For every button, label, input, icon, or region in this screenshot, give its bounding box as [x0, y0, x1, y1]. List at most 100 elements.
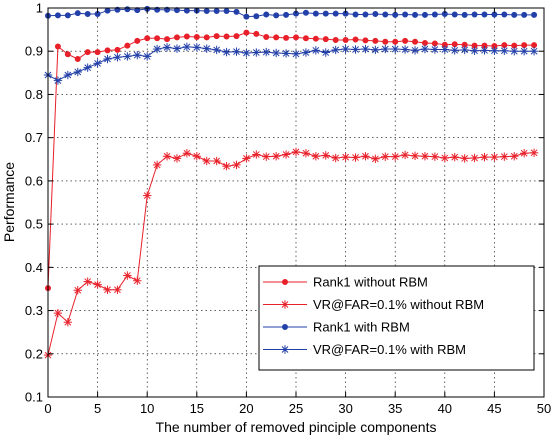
x-tick-label: 35: [388, 401, 402, 416]
data-point: [263, 33, 270, 40]
data-point: [510, 47, 519, 56]
data-point: [461, 11, 468, 18]
data-point: [143, 191, 152, 200]
data-point: [361, 152, 370, 161]
plot-series: [43, 5, 539, 360]
data-point: [73, 286, 82, 295]
data-point: [321, 151, 330, 160]
data-point: [53, 76, 63, 85]
y-tick-label: 0.9: [25, 44, 43, 59]
data-point: [342, 36, 349, 43]
y-tick-label: 0.7: [25, 130, 43, 145]
data-point: [273, 34, 280, 41]
series-4: [43, 42, 539, 85]
series-line: [47, 32, 535, 289]
data-point: [271, 48, 281, 58]
data-point: [114, 46, 121, 53]
series-2: [43, 147, 539, 360]
y-tick-label: 1: [36, 1, 43, 16]
data-point: [242, 48, 251, 58]
data-point: [154, 35, 161, 42]
series-line: [47, 8, 535, 18]
data-point: [103, 54, 112, 64]
data-point: [341, 44, 350, 54]
data-point: [252, 48, 261, 57]
data-point: [470, 153, 479, 163]
data-point: [133, 276, 142, 285]
data-point: [172, 154, 182, 163]
data-point: [93, 280, 102, 289]
data-point: [332, 10, 339, 17]
data-point: [352, 36, 359, 43]
x-tick-label: 10: [140, 401, 154, 416]
data-point: [529, 148, 539, 157]
data-point: [242, 154, 251, 163]
data-point: [172, 44, 182, 53]
legend-marker: [281, 278, 288, 285]
legend-item: VR@FAR=0.1% with RBM: [263, 342, 466, 357]
data-point: [281, 49, 291, 58]
data-point: [103, 285, 112, 295]
data-point: [362, 11, 369, 18]
data-point: [392, 11, 399, 18]
data-point: [361, 44, 370, 54]
data-point: [83, 277, 92, 286]
data-point: [123, 52, 132, 61]
x-tick-label: 20: [239, 401, 253, 416]
data-point: [440, 153, 449, 163]
data-point: [193, 33, 200, 40]
data-point: [243, 29, 250, 36]
data-point: [93, 59, 102, 68]
data-point: [253, 13, 260, 20]
data-point: [480, 46, 489, 55]
data-point: [311, 152, 321, 161]
data-point: [381, 44, 390, 54]
y-tick-label: 0.2: [25, 346, 43, 361]
data-point: [212, 156, 221, 166]
data-point: [470, 46, 479, 55]
data-point: [312, 35, 319, 42]
data-point: [64, 12, 71, 19]
data-point: [74, 10, 81, 17]
legend-marker: [280, 300, 290, 309]
legend-marker: [281, 323, 288, 330]
data-point: [529, 47, 539, 56]
data-point: [362, 37, 369, 44]
x-axis-title: The number of removed pinciple component…: [156, 419, 437, 435]
data-point: [500, 46, 509, 55]
data-point: [322, 10, 329, 17]
data-point: [531, 42, 538, 49]
data-point: [192, 43, 201, 52]
data-point: [263, 11, 270, 18]
data-point: [104, 7, 111, 14]
data-point: [252, 150, 261, 159]
data-point: [273, 12, 280, 19]
data-point: [301, 149, 311, 158]
data-point: [124, 42, 131, 49]
data-point: [430, 152, 440, 161]
x-tick-label: 30: [338, 401, 352, 416]
data-point: [521, 42, 528, 49]
data-point: [143, 52, 152, 61]
data-point: [400, 150, 410, 160]
data-point: [519, 47, 529, 56]
data-point: [164, 36, 171, 43]
data-point: [322, 36, 329, 43]
data-point: [511, 11, 518, 18]
data-point: [113, 53, 122, 62]
y-tick-label: 0.3: [25, 303, 43, 318]
legend-box: [258, 265, 535, 371]
y-tick-label: 0.4: [25, 260, 43, 275]
data-point: [302, 9, 309, 16]
data-point: [192, 152, 201, 161]
data-point: [232, 160, 241, 170]
data-point: [133, 50, 142, 60]
data-point: [291, 49, 301, 59]
data-point: [212, 45, 221, 55]
data-point: [412, 11, 419, 18]
data-point: [134, 37, 141, 44]
data-point: [372, 11, 379, 18]
data-point: [271, 152, 281, 161]
data-point: [262, 47, 271, 57]
